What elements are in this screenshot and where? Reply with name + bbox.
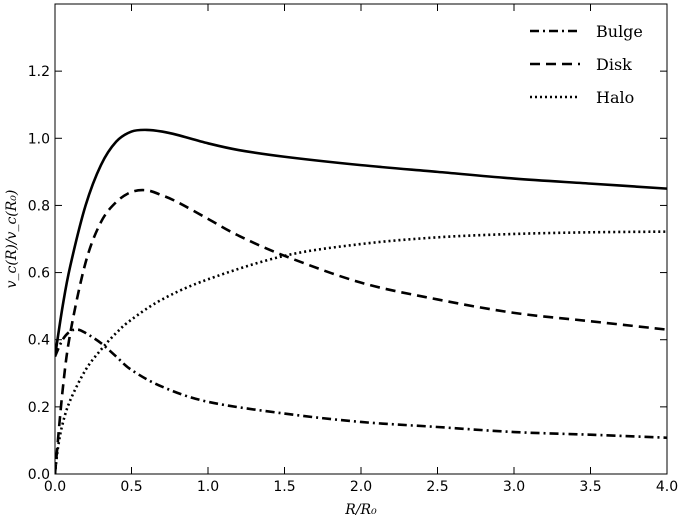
y-axis-label: v_c(R)/v_c(R₀) (4, 190, 20, 289)
y-tick-label: 0.6 (28, 266, 50, 282)
series-line-bulge (55, 328, 667, 440)
legend-label-disk: Disk (596, 55, 632, 74)
legend-label-halo: Halo (596, 88, 634, 107)
legend-label-bulge: Bulge (596, 22, 643, 41)
series-line-disk (55, 188, 667, 474)
x-tick-label: 2.0 (350, 479, 372, 495)
y-tick-label: 1.0 (28, 131, 50, 147)
series-line-total (55, 128, 667, 357)
legend: Bulge Disk Halo (530, 22, 643, 107)
x-tick-label: 3.0 (503, 479, 525, 495)
plot-area (55, 128, 667, 474)
x-tick-label: 3.5 (579, 479, 601, 495)
plot-frame (54, 3, 668, 475)
y-tick-label: 0.0 (28, 467, 50, 483)
y-tick-label: 1.2 (28, 64, 50, 80)
x-tick-label: 1.0 (197, 479, 219, 495)
series-line-halo (55, 230, 667, 474)
x-axis-label: R/R₀ (344, 502, 377, 518)
axis-ticks: 0.0 0.5 1.0 1.5 2.0 2.5 3.0 3.5 4.0 0.0 0.2 0.4 0.6 0… (28, 4, 678, 495)
x-tick-label: 1.5 (273, 479, 295, 495)
y-tick-label: 0.8 (28, 198, 50, 214)
x-tick-label: 2.5 (426, 479, 448, 495)
x-tick-label: 4.0 (656, 479, 678, 495)
y-tick-label: 0.2 (28, 400, 50, 416)
y-tick-label: 0.4 (28, 333, 50, 349)
x-tick-label: 0.0 (44, 479, 66, 495)
x-tick-label: 0.5 (120, 479, 142, 495)
